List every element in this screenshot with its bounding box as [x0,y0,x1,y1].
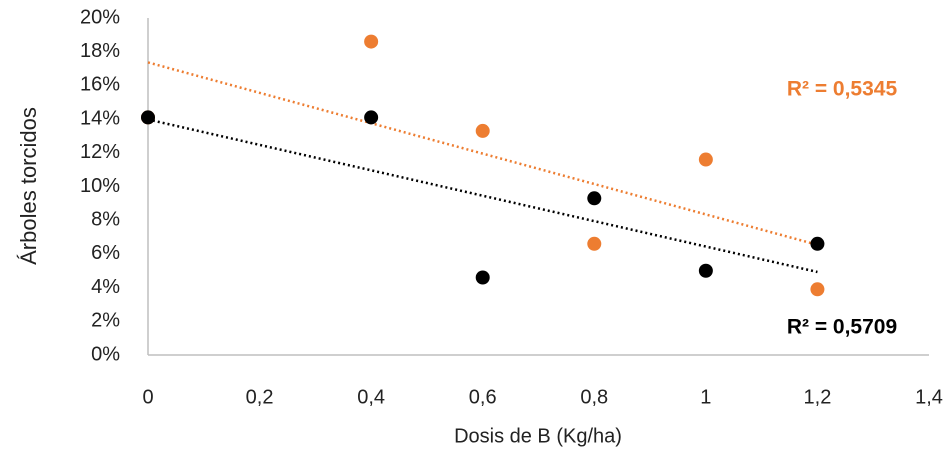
x-tick-label: 1,4 [915,386,943,408]
point [364,110,379,125]
x-tick-label: 1 [700,386,711,408]
y-tick-label: 20% [80,6,120,28]
r2-label: R² = 0,5345 [787,78,898,101]
y-tick-label: 16% [80,74,120,96]
trendline [147,118,818,274]
y-tick-label: 10% [80,175,120,197]
y-tick-label: 8% [91,208,120,230]
point [810,282,825,297]
trendline [147,61,818,247]
x-tick-label: 1,2 [804,386,832,408]
y-tick-label: 18% [80,40,120,62]
y-tick-label: 2% [91,310,120,332]
point [698,152,713,167]
point [587,236,602,251]
point [141,110,155,125]
point [810,236,825,251]
y-tick-label: 12% [80,141,120,163]
point [698,263,713,278]
x-tick-label: 0 [142,386,153,408]
x-tick-label: 0,2 [246,386,274,408]
y-tick-label: 14% [80,107,120,129]
y-tick-label: 0% [91,343,120,365]
point [364,34,379,49]
y-tick-label: 6% [91,242,120,264]
x-tick-label: 0,8 [580,386,608,408]
x-tick-label: 0,4 [357,386,385,408]
y-tick-label: 4% [91,276,120,298]
r2-label: R² = 0,5709 [787,316,897,339]
point [475,270,490,285]
x-tick-label: 0,6 [469,386,497,408]
point [475,123,490,138]
point [587,191,602,206]
x-axis-label: Dosis de B (Kg/ha) [454,425,622,447]
y-axis-label: Árboles torcidos [16,107,41,265]
